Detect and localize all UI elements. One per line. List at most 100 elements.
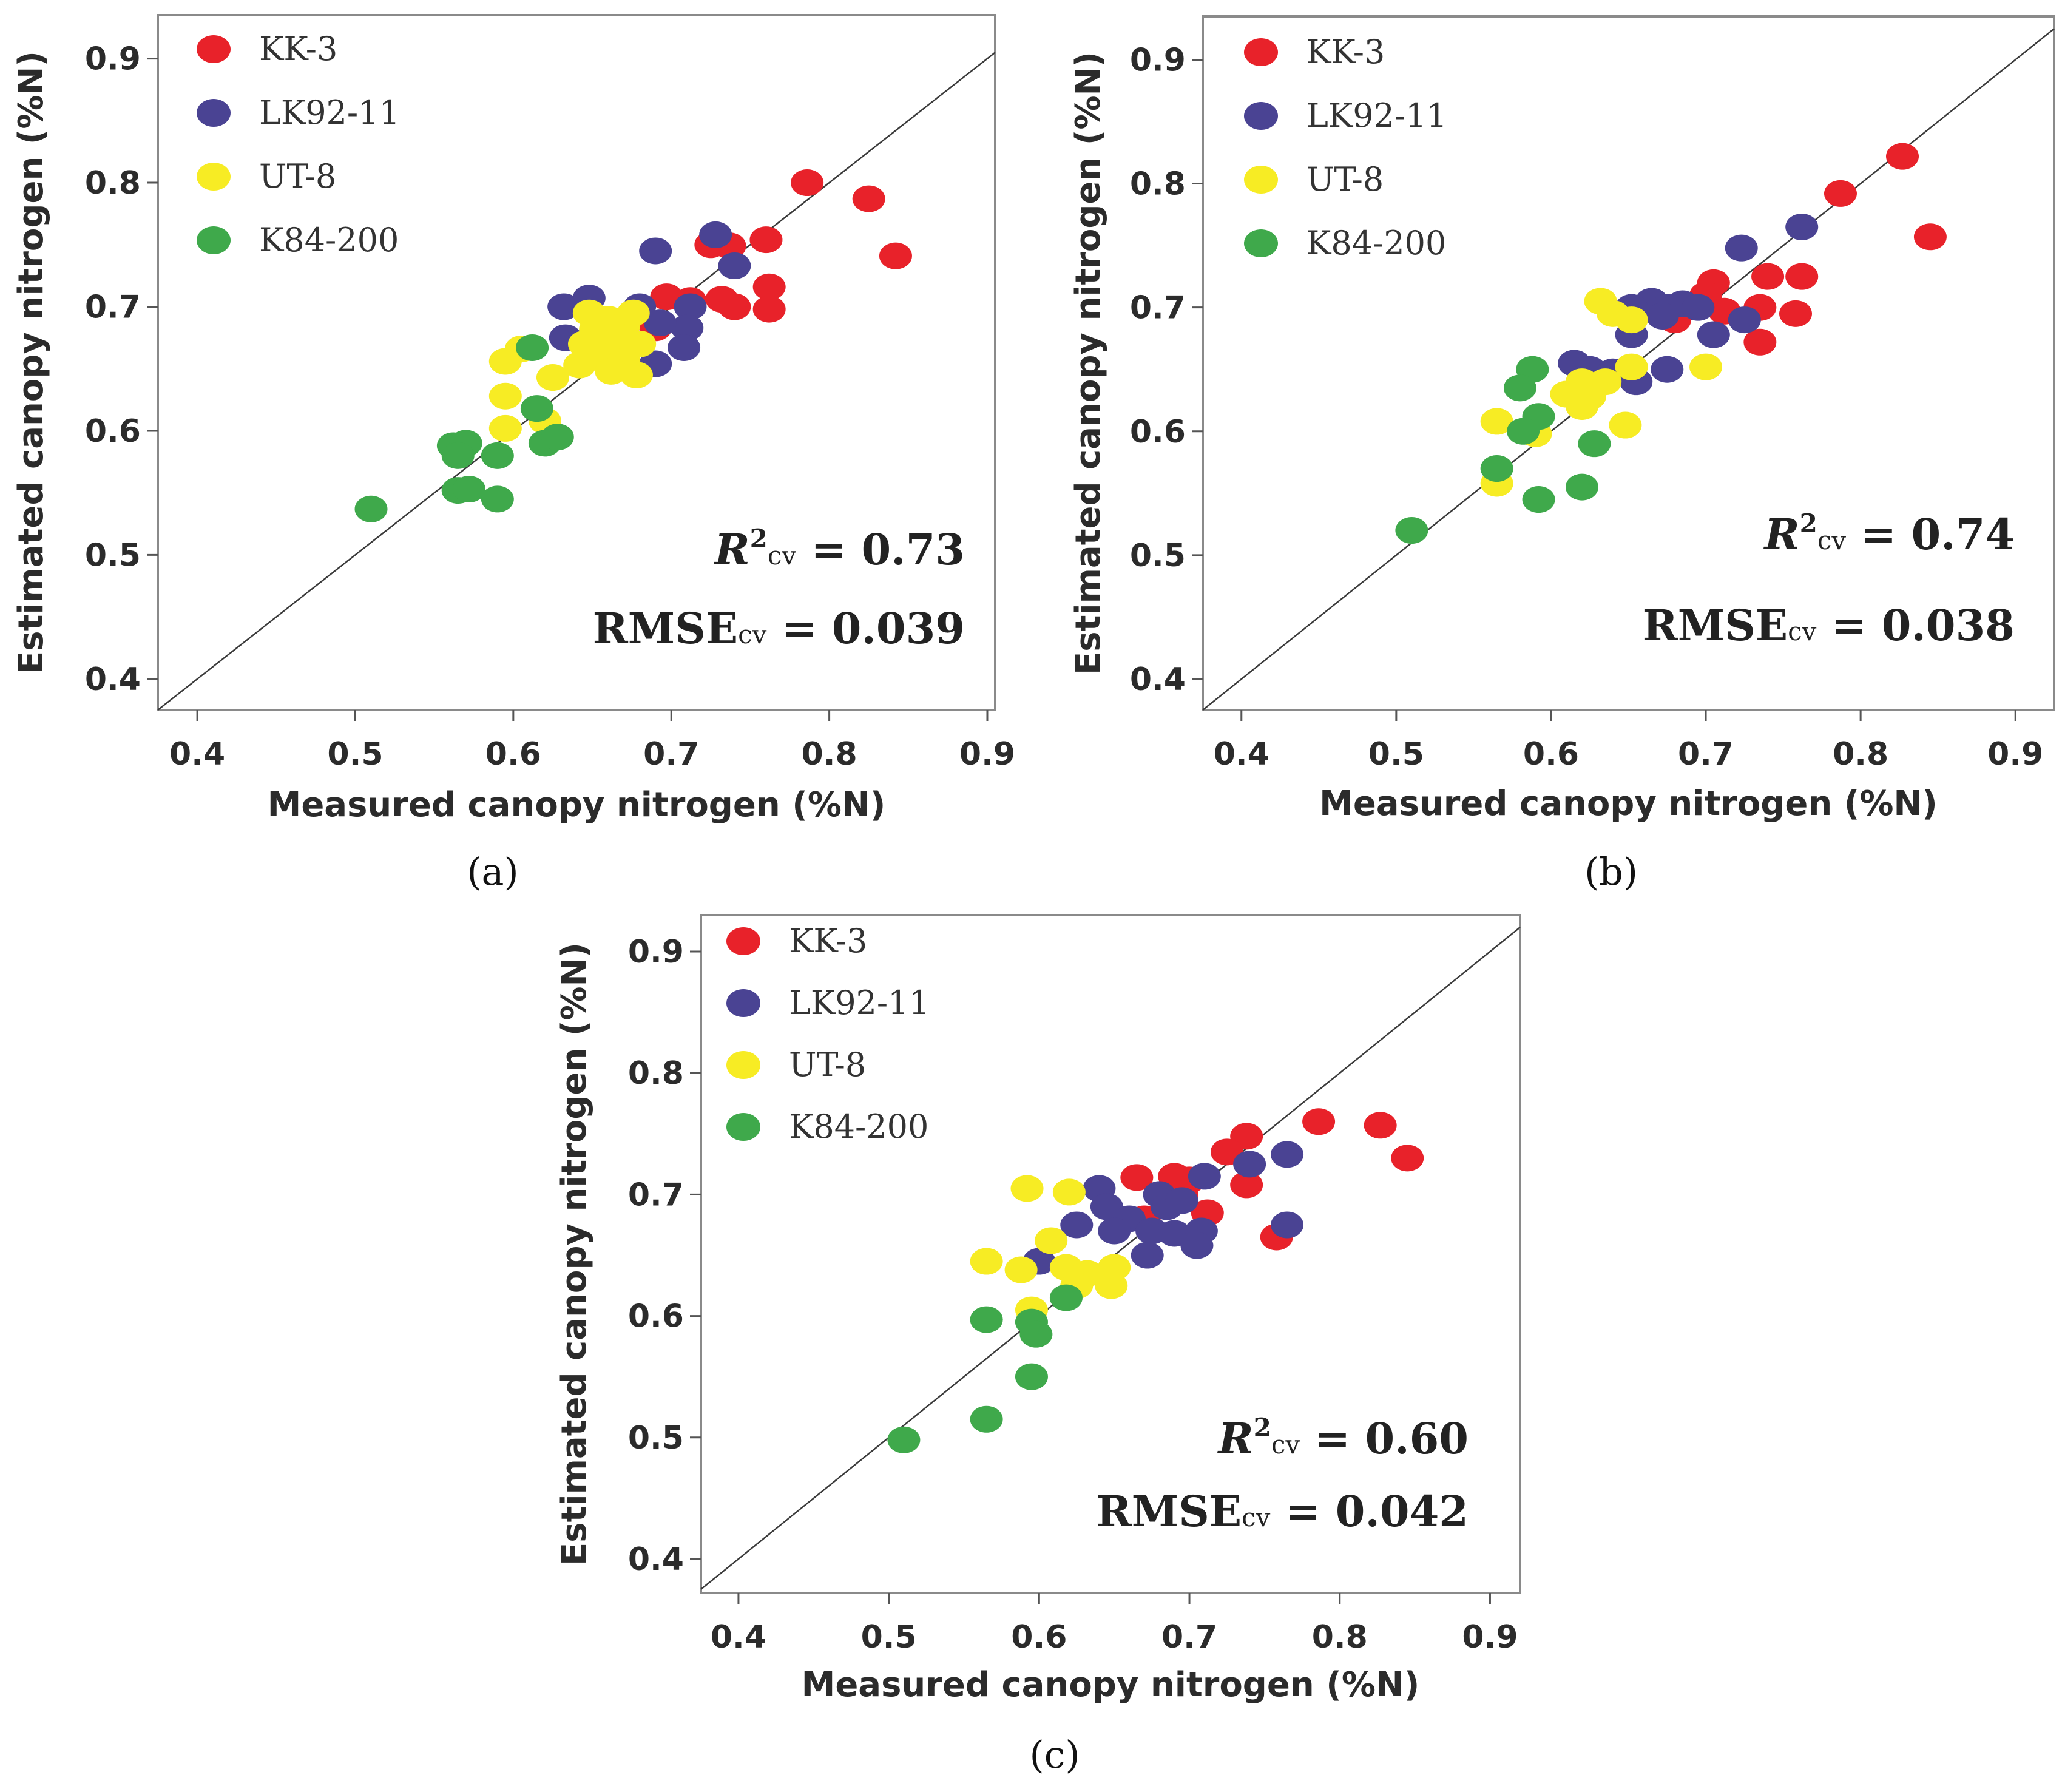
r2-symbol: R — [1763, 509, 1799, 560]
x-tick-label: 0.6 — [1523, 736, 1579, 773]
legend-marker — [1244, 229, 1278, 257]
scatter-point-k84-200 — [1480, 455, 1513, 482]
x-axis-label: Measured canopy nitrogen (%N) — [1319, 784, 1938, 823]
x-tick-label: 0.5 — [1368, 736, 1424, 773]
scatter-point-lk92-11 — [1785, 213, 1819, 240]
scatter-point-lk92-11 — [1271, 1211, 1304, 1239]
legend-marker — [197, 35, 231, 63]
caption-b: (b) — [1584, 850, 1638, 894]
plot-frame — [700, 914, 1521, 1594]
r2-value: = 0.73 — [796, 524, 965, 575]
scatter-point-k84-200 — [1578, 430, 1611, 458]
scatter-point-lk92-11 — [1271, 1141, 1304, 1168]
y-tick-label: 0.6 — [85, 413, 141, 450]
legend-label: UT-8 — [1306, 160, 1384, 198]
x-tick-label: 0.5 — [327, 736, 383, 773]
scatter-point-kk-3 — [752, 273, 786, 300]
legend-marker — [197, 163, 231, 191]
scatter-point-lk92-11 — [1180, 1232, 1214, 1259]
y-tick-label: 0.5 — [628, 1420, 684, 1456]
scatter-point-k84-200 — [452, 476, 485, 503]
scatter-point-kk-3 — [1120, 1164, 1154, 1191]
caption-c: (c) — [1029, 1733, 1080, 1777]
scatter-point-ut-8 — [1052, 1178, 1086, 1206]
scatter-point-kk-3 — [1886, 143, 1919, 170]
y-tick-label: 0.4 — [1130, 661, 1186, 698]
scatter-point-k84-200 — [1049, 1284, 1083, 1311]
rmse-annotation: RMSEcv = 0.042 — [1097, 1486, 1469, 1537]
scatter-point-ut-8 — [536, 364, 569, 391]
scatter-point-k84-200 — [970, 1306, 1003, 1333]
y-tick-label: 0.4 — [85, 661, 141, 698]
r2-subscript: cv — [1271, 1430, 1300, 1459]
scatter-point-ut-8 — [1004, 1256, 1038, 1283]
scatter-point-kk-3 — [879, 242, 912, 269]
scatter-point-lk92-11 — [1651, 356, 1684, 383]
rmse-annotation: RMSEcv = 0.038 — [1643, 600, 2015, 651]
r2-value: = 0.60 — [1300, 1413, 1469, 1464]
caption-a: (a) — [467, 850, 519, 894]
scatter-point-ut-8 — [488, 348, 522, 375]
scatter-point-ut-8 — [488, 382, 522, 410]
x-tick-label: 0.7 — [1161, 1619, 1217, 1655]
scatter-point-ut-8 — [620, 361, 653, 388]
scatter-panel-a: 0.4 0.5 0.6 0.7 0.8 0.9 0.4 0.5 0.6 0.7 0.8 0.9 Meas… — [12, 14, 1015, 825]
scatter-point-lk92-11 — [1233, 1151, 1266, 1178]
legend-label: K84-200 — [1306, 224, 1446, 262]
scatter-point-lk92-11 — [1682, 294, 1715, 321]
scatter-point-ut-8 — [1609, 411, 1642, 439]
y-tick-label: 0.6 — [628, 1299, 684, 1335]
one-to-one-line — [157, 52, 996, 711]
legend-label: UT-8 — [789, 1046, 866, 1084]
x-tick-label: 0.4 — [1214, 736, 1269, 773]
scatter-point-lk92-11 — [1697, 321, 1730, 348]
legend-marker — [197, 99, 231, 127]
scatter-panel-b: 0.4 0.5 0.6 0.7 0.8 0.9 0.4 0.5 0.6 0.7 0.8 0.9 Meas… — [1069, 15, 2055, 823]
legend-label: K84-200 — [259, 221, 399, 259]
r2-annotation: R2cv = 0.74 — [1763, 509, 2015, 560]
r2-superscript: 2 — [1254, 1413, 1271, 1442]
legend-label: LK92-11 — [259, 93, 400, 132]
scatter-point-k84-200 — [541, 424, 574, 451]
scatter-point-lk92-11 — [671, 314, 704, 342]
r2-symbol: R — [713, 524, 749, 575]
scatter-point-kk-3 — [1824, 180, 1857, 207]
x-axis-label: Measured canopy nitrogen (%N) — [268, 785, 886, 825]
scatter-point-ut-8 — [1689, 353, 1723, 380]
legend-label: UT-8 — [259, 157, 336, 195]
y-tick-label: 0.8 — [628, 1055, 684, 1092]
rmse-value: = 0.038 — [1816, 600, 2015, 651]
scatter-point-kk-3 — [1913, 223, 1947, 251]
r2-value: = 0.74 — [1846, 509, 2015, 560]
scatter-point-lk92-11 — [699, 221, 732, 248]
scatter-point-kk-3 — [1785, 263, 1819, 290]
x-tick-label: 0.7 — [1678, 736, 1734, 773]
scatter-point-lk92-11 — [1188, 1163, 1221, 1190]
r2-annotation: R2cv = 0.60 — [1217, 1413, 1469, 1464]
scatter-point-ut-8 — [563, 351, 597, 379]
rmse-subscript: cv — [1242, 1503, 1271, 1532]
r2-superscript: 2 — [1800, 509, 1817, 538]
scatter-point-ut-8 — [488, 414, 522, 442]
scatter-point-ut-8 — [595, 357, 628, 385]
r2-subscript: cv — [1817, 526, 1847, 555]
scatter-point-lk92-11 — [1728, 306, 1761, 334]
scatter-point-k84-200 — [1019, 1320, 1053, 1348]
r2-subscript: cv — [768, 541, 797, 570]
scatter-point-lk92-11 — [644, 309, 677, 337]
rmse-value: = 0.039 — [766, 603, 965, 654]
scatter-point-ut-8 — [970, 1248, 1003, 1275]
legend-marker — [197, 226, 231, 254]
legend-marker — [726, 927, 760, 955]
scatter-point-lk92-11 — [1060, 1211, 1094, 1239]
legend-label: LK92-11 — [789, 984, 930, 1022]
legend-label: KK-3 — [259, 30, 337, 68]
legend-marker — [726, 1113, 760, 1141]
scatter-point-kk-3 — [752, 296, 786, 323]
rmse-subscript: cv — [1788, 617, 1817, 646]
scatter-point-ut-8 — [1480, 408, 1513, 435]
x-tick-label: 0.9 — [1462, 1619, 1518, 1655]
scatter-point-lk92-11 — [1165, 1187, 1198, 1214]
x-tick-label: 0.7 — [643, 736, 699, 773]
y-tick-label: 0.6 — [1130, 414, 1186, 450]
